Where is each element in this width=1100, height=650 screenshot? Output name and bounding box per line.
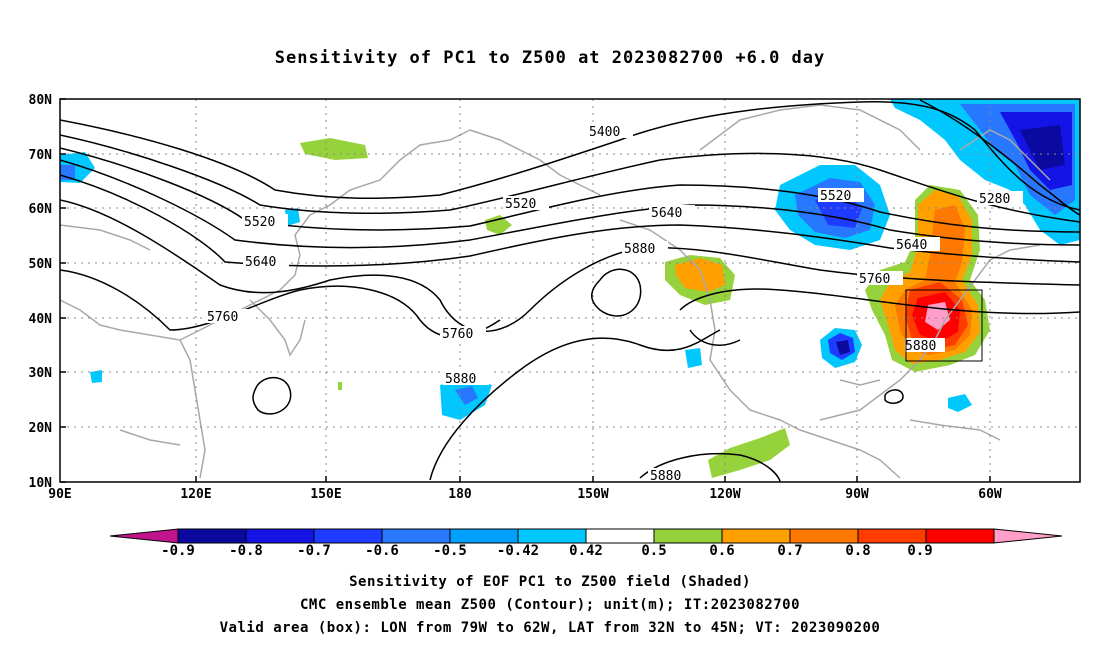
lat-label: 40N — [29, 312, 53, 327]
colorbar — [109, 528, 1063, 544]
contour-label: 5760 — [207, 310, 238, 325]
lat-label: 80N — [29, 93, 53, 108]
colorbar-swatch — [177, 528, 247, 544]
lon-label: 90W — [845, 487, 869, 502]
chart-title: Sensitivity of PC1 to Z500 at 2023082700… — [274, 48, 826, 68]
contour-label: 5520 — [820, 189, 851, 204]
colorbar-label: 0.42 — [569, 543, 603, 559]
lat-label: 20N — [29, 421, 53, 436]
axis-ticks — [60, 98, 991, 483]
map-frame — [59, 98, 1081, 483]
contour-label: 5880 — [650, 469, 681, 484]
colorbar-swatch — [585, 528, 655, 544]
contour-label: 5640 — [651, 206, 682, 221]
colorbar-swatch — [449, 528, 519, 544]
contour-label: 5520 — [244, 215, 275, 230]
colorbar-label: 0.7 — [777, 543, 802, 559]
lon-label: 90E — [48, 487, 71, 502]
colorbar-labels: -0.9 -0.8 -0.7 -0.6 -0.5 -0.42 0.42 0.5 … — [161, 543, 933, 559]
contour-label: 5280 — [979, 192, 1010, 207]
colorbar-swatch — [313, 528, 383, 544]
contour-label: 5400 — [589, 125, 620, 140]
colorbar-swatch — [857, 528, 927, 544]
contour-label: 5640 — [896, 238, 927, 253]
colorbar-label: 0.5 — [641, 543, 666, 559]
contour-labels: 5400 5520 5520 5520 5640 5640 5640 5760 … — [205, 124, 1023, 484]
lat-label: 70N — [29, 148, 53, 163]
contour-label: 5760 — [442, 327, 473, 342]
colorbar-swatch — [789, 528, 859, 544]
colorbar-swatch — [381, 528, 451, 544]
colorbar-swatch — [109, 528, 179, 544]
colorbar-label: 0.9 — [907, 543, 932, 559]
colorbar-label: -0.8 — [229, 543, 263, 559]
contour-label: 5760 — [859, 272, 890, 287]
valid-area-box — [905, 289, 983, 362]
longitude-labels: 90E 120E 150E 180 150W 120W 90W 60W — [48, 487, 1002, 502]
colorbar-swatch — [993, 528, 1063, 544]
caption-line-1: Sensitivity of EOF PC1 to Z500 field (Sh… — [349, 574, 751, 590]
lon-label: 150E — [310, 487, 341, 502]
colorbar-swatch — [925, 528, 995, 544]
latitude-labels: 80N 70N 60N 50N 40N 30N 20N 10N — [29, 93, 53, 491]
lon-label: 120W — [709, 487, 740, 502]
lon-label: 150W — [577, 487, 608, 502]
colorbar-swatch — [245, 528, 315, 544]
lat-label: 50N — [29, 257, 53, 272]
colorbar-label: -0.7 — [297, 543, 331, 559]
colorbar-label: 0.6 — [709, 543, 734, 559]
colorbar-label: -0.6 — [365, 543, 399, 559]
colorbar-swatch — [721, 528, 791, 544]
lon-label: 180 — [448, 487, 472, 502]
colorbar-label: -0.42 — [497, 543, 539, 559]
lat-label: 30N — [29, 366, 53, 381]
contour-label: 5880 — [445, 372, 476, 387]
contour-label: 5880 — [905, 339, 936, 354]
lat-label: 10N — [29, 476, 53, 491]
lon-label: 120E — [180, 487, 211, 502]
contour-label: 5880 — [624, 242, 655, 257]
lon-label: 60W — [978, 487, 1002, 502]
colorbar-swatch — [653, 528, 723, 544]
colorbar-label: -0.5 — [433, 543, 467, 559]
lat-label: 60N — [29, 202, 53, 217]
colorbar-label: -0.9 — [161, 543, 195, 559]
contour-label: 5520 — [505, 197, 536, 212]
colorbar-label: 0.8 — [845, 543, 870, 559]
contour-label: 5640 — [245, 255, 276, 270]
colorbar-swatch — [517, 528, 587, 544]
caption-line-2: CMC ensemble mean Z500 (Contour); unit(m… — [299, 597, 800, 613]
caption-line-3: Valid area (box): LON from 79W to 62W, L… — [219, 620, 881, 636]
